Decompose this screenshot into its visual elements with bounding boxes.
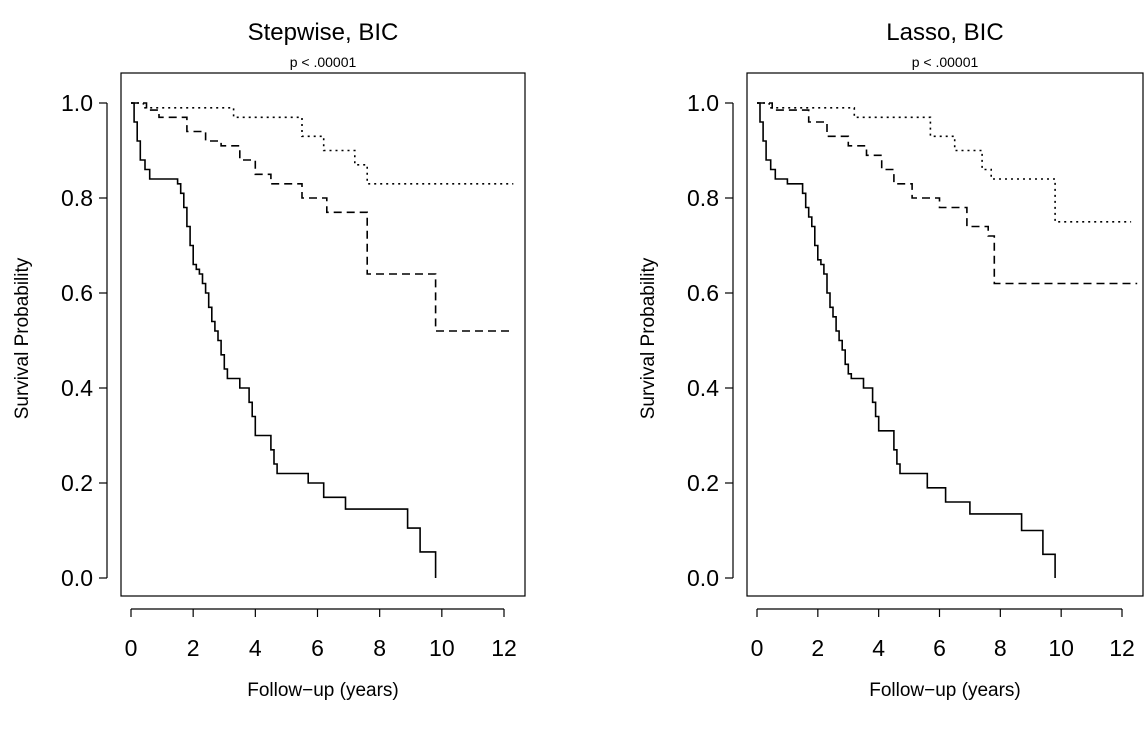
chart-title: Lasso, BIC (886, 19, 1003, 46)
x-tick-label: 4 (872, 635, 885, 661)
km-curve-solid (757, 102, 1056, 578)
y-tick-label: 0.8 (61, 185, 93, 211)
x-tick-label: 10 (429, 635, 455, 661)
km-curve-dotted (131, 102, 514, 185)
x-tick-label: 8 (994, 635, 1007, 661)
x-tick-label: 2 (187, 635, 200, 661)
km-curve-dashed (757, 102, 1138, 285)
y-tick-label: 0.8 (687, 185, 719, 211)
y-tick-label: 0.2 (687, 470, 719, 496)
plot-frame (746, 72, 1144, 597)
y-tick-label: 0.4 (61, 375, 93, 401)
y-tick-label: 0.2 (61, 470, 93, 496)
chart-subtitle: p < .00001 (912, 54, 979, 70)
km-curve-dotted (757, 102, 1132, 223)
km-panel-1: Stepwise, BIC p < .00001 0.0 0.2 0.4 0.6 0.8 1.… (12, 19, 526, 701)
plot-frame (120, 72, 526, 597)
x-tick-label: 0 (751, 635, 764, 661)
x-tick-label: 6 (311, 635, 324, 661)
km-panel-2: Lasso, BIC p < .00001 0.0 0.2 0.4 0.6 0.8 1.0 0 2… (638, 19, 1144, 701)
y-tick-label: 1.0 (61, 90, 93, 116)
x-tick-label: 0 (125, 635, 138, 661)
y-tick-label: 0.6 (61, 280, 93, 306)
x-tick-label: 4 (249, 635, 262, 661)
y-axis-label: Survival Probability (638, 257, 659, 419)
x-axis-label: Follow−up (years) (247, 680, 399, 701)
x-tick-label: 8 (373, 635, 386, 661)
x-axis-label: Follow−up (years) (869, 680, 1021, 701)
y-tick-label: 0.6 (687, 280, 719, 306)
x-tick-label: 2 (811, 635, 824, 661)
y-tick-label: 1.0 (687, 90, 719, 116)
x-tick-label: 12 (491, 635, 517, 661)
y-tick-label: 0.0 (61, 565, 93, 591)
km-curve-solid (131, 102, 437, 578)
x-tick-label: 6 (933, 635, 946, 661)
chart-title: Stepwise, BIC (248, 19, 399, 46)
y-tick-label: 0.4 (687, 375, 719, 401)
km-curve-dashed (131, 102, 514, 332)
x-tick-label: 12 (1109, 635, 1135, 661)
chart-subtitle: p < .00001 (290, 54, 357, 70)
x-tick-label: 10 (1048, 635, 1074, 661)
y-tick-label: 0.0 (687, 565, 719, 591)
y-axis-label: Survival Probability (12, 257, 33, 419)
